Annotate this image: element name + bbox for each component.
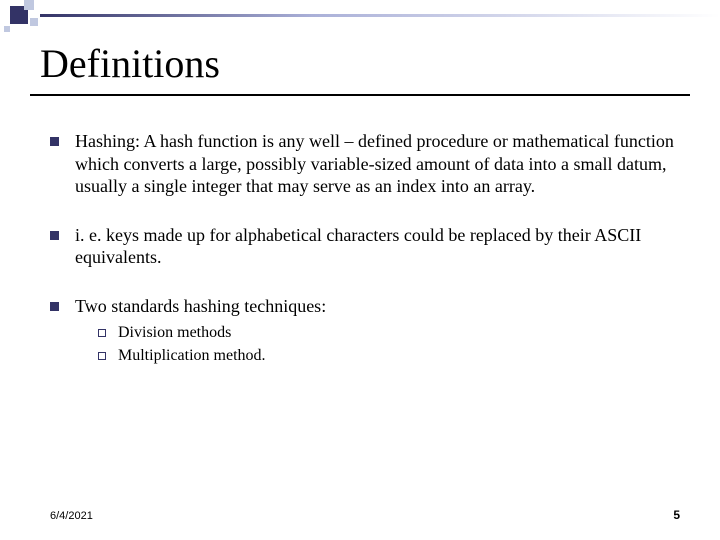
page-title: Definitions: [40, 40, 220, 87]
list-item: Hashing: A hash function is any well – d…: [50, 130, 680, 198]
bullet-text: Two standards hashing techniques:: [75, 295, 326, 318]
title-underline: [30, 94, 690, 96]
footer-date: 6/4/2021: [50, 510, 93, 522]
content-area: Hashing: A hash function is any well – d…: [50, 130, 680, 369]
header-decoration: [0, 0, 720, 36]
bullet-icon: [50, 137, 59, 146]
sub-bullet-icon: [98, 352, 106, 360]
sub-list-item: Multiplication method.: [98, 346, 680, 367]
list-item: i. e. keys made up for alphabetical char…: [50, 224, 680, 269]
sub-list-item: Division methods: [98, 323, 680, 344]
bullet-text: Hashing: A hash function is any well – d…: [75, 130, 680, 198]
footer-page-number: 5: [673, 508, 680, 522]
deco-square: [24, 0, 34, 10]
bullet-icon: [50, 231, 59, 240]
bullet-text: i. e. keys made up for alphabetical char…: [75, 224, 680, 269]
sub-bullet-text: Multiplication method.: [118, 346, 266, 367]
deco-square: [30, 18, 38, 26]
deco-gradient-line: [40, 14, 720, 17]
deco-square: [4, 26, 10, 32]
list-item: Two standards hashing techniques:: [50, 295, 680, 318]
sub-bullet-text: Division methods: [118, 323, 231, 344]
sub-bullet-icon: [98, 329, 106, 337]
bullet-icon: [50, 302, 59, 311]
sub-list: Division methods Multiplication method.: [98, 323, 680, 367]
